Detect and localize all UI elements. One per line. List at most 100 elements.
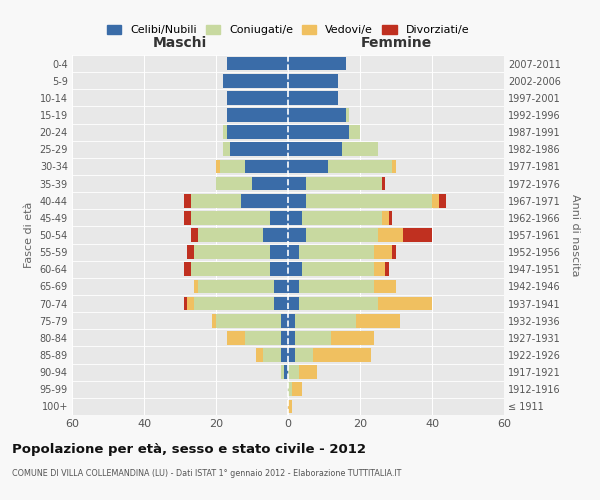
Bar [306, 194, 432, 207]
Bar [432, 194, 439, 207]
Bar [227, 108, 288, 122]
Bar [230, 142, 288, 156]
Bar [184, 211, 191, 224]
Bar [349, 126, 360, 139]
Bar [288, 108, 346, 122]
Bar [270, 262, 288, 276]
Bar [198, 280, 274, 293]
Text: COMUNE DI VILLA COLLEMANDINA (LU) - Dati ISTAT 1° gennaio 2012 - Elaborazione TU: COMUNE DI VILLA COLLEMANDINA (LU) - Dati… [12, 469, 401, 478]
Text: Popolazione per età, sesso e stato civile - 2012: Popolazione per età, sesso e stato civil… [12, 442, 366, 456]
Bar [288, 91, 338, 104]
Bar [263, 228, 288, 242]
Bar [281, 314, 288, 328]
Bar [187, 246, 194, 259]
Bar [184, 194, 191, 207]
Bar [227, 56, 288, 70]
Bar [288, 74, 338, 88]
Bar [382, 211, 389, 224]
Bar [194, 280, 198, 293]
Bar [292, 382, 302, 396]
Bar [256, 348, 263, 362]
Bar [288, 314, 295, 328]
Bar [288, 56, 346, 70]
Bar [223, 142, 230, 156]
Bar [295, 331, 331, 344]
Bar [227, 91, 288, 104]
Bar [288, 176, 306, 190]
Y-axis label: Fasce di età: Fasce di età [24, 202, 34, 268]
Bar [245, 160, 288, 173]
Bar [389, 211, 392, 224]
Bar [299, 366, 317, 379]
Bar [346, 108, 349, 122]
Bar [223, 74, 288, 88]
Bar [288, 280, 299, 293]
Bar [342, 142, 378, 156]
Bar [302, 211, 382, 224]
Bar [392, 160, 396, 173]
Bar [284, 366, 288, 379]
Bar [191, 194, 241, 207]
Bar [378, 228, 403, 242]
Text: Maschi: Maschi [153, 36, 207, 50]
Bar [306, 228, 378, 242]
Bar [302, 262, 374, 276]
Bar [356, 314, 400, 328]
Bar [274, 280, 288, 293]
Bar [378, 296, 432, 310]
Bar [288, 246, 299, 259]
Bar [198, 228, 263, 242]
Bar [288, 160, 328, 173]
Bar [270, 211, 288, 224]
Bar [220, 160, 245, 173]
Bar [191, 228, 198, 242]
Y-axis label: Anni di nascita: Anni di nascita [571, 194, 580, 276]
Bar [288, 211, 302, 224]
Bar [245, 331, 281, 344]
Bar [191, 211, 270, 224]
Bar [374, 262, 385, 276]
Bar [288, 296, 299, 310]
Bar [252, 176, 288, 190]
Bar [212, 314, 216, 328]
Bar [295, 314, 356, 328]
Bar [288, 366, 299, 379]
Bar [191, 262, 270, 276]
Bar [288, 142, 342, 156]
Bar [216, 314, 281, 328]
Bar [288, 348, 295, 362]
Bar [227, 331, 245, 344]
Bar [374, 246, 392, 259]
Bar [382, 176, 385, 190]
Bar [270, 246, 288, 259]
Bar [306, 176, 382, 190]
Bar [288, 400, 292, 413]
Bar [288, 228, 306, 242]
Bar [281, 366, 284, 379]
Bar [439, 194, 446, 207]
Bar [194, 246, 270, 259]
Bar [223, 126, 227, 139]
Bar [281, 331, 288, 344]
Bar [331, 331, 374, 344]
Bar [374, 280, 396, 293]
Bar [403, 228, 432, 242]
Bar [385, 262, 389, 276]
Legend: Celibi/Nubili, Coniugati/e, Vedovi/e, Divorziati/e: Celibi/Nubili, Coniugati/e, Vedovi/e, Di… [107, 24, 469, 36]
Bar [184, 262, 191, 276]
Bar [288, 331, 295, 344]
Bar [187, 296, 194, 310]
Bar [328, 160, 392, 173]
Bar [216, 160, 220, 173]
Bar [288, 382, 292, 396]
Bar [299, 246, 374, 259]
Bar [313, 348, 371, 362]
Bar [392, 246, 396, 259]
Bar [295, 348, 313, 362]
Bar [299, 280, 374, 293]
Bar [194, 296, 274, 310]
Bar [281, 348, 288, 362]
Text: Femmine: Femmine [361, 36, 431, 50]
Bar [263, 348, 281, 362]
Bar [216, 176, 252, 190]
